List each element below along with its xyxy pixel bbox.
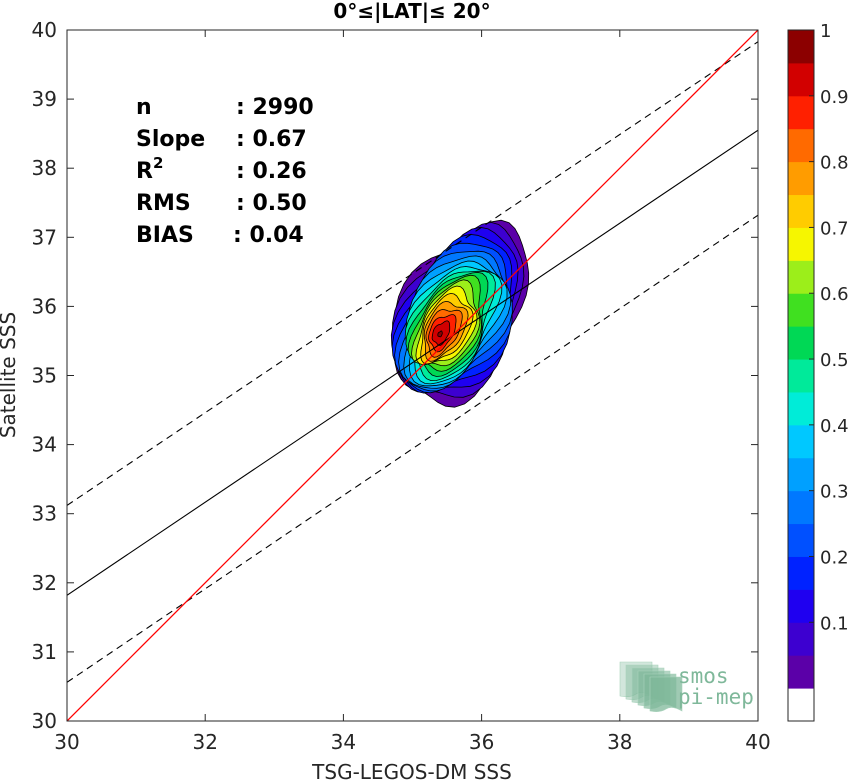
y-tick-label: 33 [32, 502, 57, 526]
logo-text-smos: smos [678, 664, 729, 688]
contour-level [437, 330, 443, 338]
colorbar-swatch [788, 359, 814, 393]
y-tick-label: 35 [32, 364, 57, 388]
x-tick-label: 30 [54, 730, 79, 754]
colorbar-swatch [788, 194, 814, 228]
x-tick-label: 34 [331, 730, 356, 754]
colorbar-swatch [788, 161, 814, 196]
colorbar-tick-label: 0.3 [820, 482, 849, 503]
colorbar-swatch [788, 95, 814, 130]
x-tick-label: 38 [607, 730, 632, 754]
y-tick-label: 32 [32, 571, 57, 595]
colorbar-tick-label: 0.4 [820, 416, 849, 437]
colorbar-swatch [788, 589, 814, 623]
stat-name: RMS [136, 191, 191, 216]
colorbar-swatch [788, 622, 814, 656]
y-axis-title: Satellite SSS [0, 312, 20, 438]
colorbar-swatch [788, 556, 814, 590]
colorbar-tick-label: 0.8 [820, 153, 849, 174]
colorbar-swatch [788, 293, 814, 327]
stat-name: n [136, 95, 152, 120]
colorbar-tick-label: 0.9 [820, 87, 849, 108]
stat-value: : 0.67 [236, 127, 307, 152]
stat-value: : 0.26 [236, 159, 307, 184]
colorbar-frame [787, 29, 815, 722]
x-axis-title: TSG-LEGOS-DM SSS [311, 760, 512, 784]
colorbar-swatch [788, 391, 814, 426]
y-tick-label: 34 [32, 433, 57, 457]
colorbar-swatch [788, 688, 814, 722]
reference-lines [67, 30, 758, 721]
logo-text-pimep: pi-mep [678, 685, 754, 709]
colorbar-swatch [788, 128, 814, 163]
stat-superscript: 2 [153, 154, 163, 172]
one-to-one-line [67, 30, 758, 721]
stat-value: : 0.50 [236, 191, 307, 216]
y-tick-label: 36 [32, 294, 57, 318]
regression-line [67, 129, 758, 596]
colorbar-swatch [788, 30, 814, 64]
colorbar-swatch [788, 326, 814, 360]
colorbar-swatch [788, 523, 814, 557]
x-tick-label: 40 [745, 730, 770, 754]
stat-value: : 2990 [236, 95, 314, 120]
stat-name: BIAS [136, 223, 194, 248]
colorbar-swatch [788, 490, 814, 525]
colorbar-swatch [788, 424, 814, 459]
colorbar-swatch [788, 260, 814, 294]
upper-bound-line [67, 41, 758, 506]
y-tick-label: 40 [32, 18, 57, 42]
chart-title: 0°≤|LAT|≤ 20° [333, 0, 490, 23]
colorbar-swatch [788, 655, 814, 689]
stat-name: Slope [136, 127, 205, 152]
y-tick-label: 37 [32, 225, 57, 249]
colorbar-tick-label: 0.1 [820, 613, 849, 634]
colorbar-tick-label: 0.6 [820, 284, 849, 305]
colorbar: 0.1 0.2 0.3 0.4 0.5 0.6 0.7 0.8 0.9 1 [787, 21, 849, 722]
logo-wave-icon [649, 676, 683, 712]
y-tick-label: 38 [32, 156, 57, 180]
colorbar-swatch [788, 457, 814, 492]
y-tick-label: 31 [32, 640, 57, 664]
axis-ticks: 30 32 34 36 38 40 30 31 32 33 34 35 36 37 38 39 40 [32, 18, 771, 754]
x-tick-label: 32 [192, 730, 217, 754]
stat-value: : 0.04 [233, 223, 304, 248]
colorbar-swatch [788, 62, 814, 97]
colorbar-tick-label: 0.2 [820, 547, 849, 568]
colorbar-swatch [788, 227, 814, 261]
x-tick-label: 36 [469, 730, 494, 754]
y-tick-label: 30 [32, 709, 57, 733]
colorbar-tick-label: 0.5 [820, 350, 849, 371]
y-tick-label: 39 [32, 87, 57, 111]
colorbar-tick-label: 0.7 [820, 218, 849, 239]
density-contours [390, 219, 530, 408]
colorbar-tick-label: 1 [820, 21, 831, 42]
